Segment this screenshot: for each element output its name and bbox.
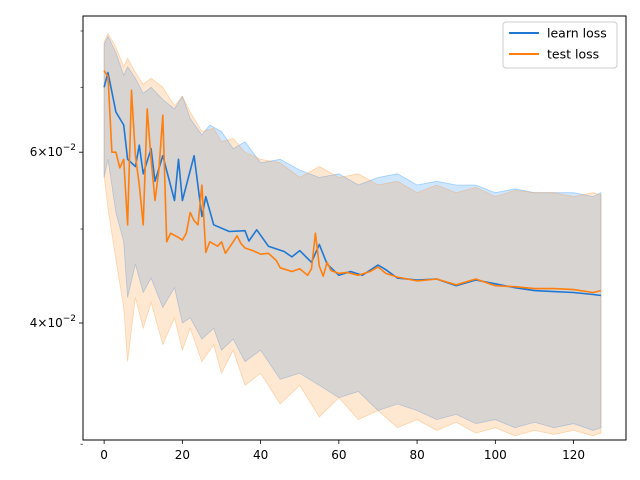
x-tick-label: 60 — [331, 448, 346, 462]
y-tick-label: 4×10−2 — [30, 314, 76, 330]
test-loss-band — [103, 32, 602, 437]
x-tick-label: 120 — [562, 448, 585, 462]
x-axis: 0 20 40 60 80 100 120 — [100, 440, 585, 462]
x-tick-label: 0 — [100, 448, 108, 462]
legend-label-learn-loss: learn loss — [547, 26, 607, 41]
x-tick-label: 40 — [253, 448, 268, 462]
plot-area — [83, 16, 626, 440]
confidence-bands — [103, 32, 602, 437]
x-tick-label: 80 — [409, 448, 424, 462]
legend: learn loss test loss — [502, 21, 618, 69]
x-tick-label: 100 — [484, 448, 507, 462]
y-axis: 4×10−2 6×10−2 — [30, 30, 83, 445]
y-tick-label: 6×10−2 — [30, 143, 76, 159]
legend-label-test-loss: test loss — [547, 47, 599, 62]
plot-frame — [82, 15, 627, 441]
test-loss-line — [103, 70, 602, 294]
x-tick-label: 20 — [175, 448, 190, 462]
series-lines — [103, 70, 602, 297]
learn-loss-band — [103, 35, 602, 431]
learn-loss-line — [103, 71, 602, 297]
